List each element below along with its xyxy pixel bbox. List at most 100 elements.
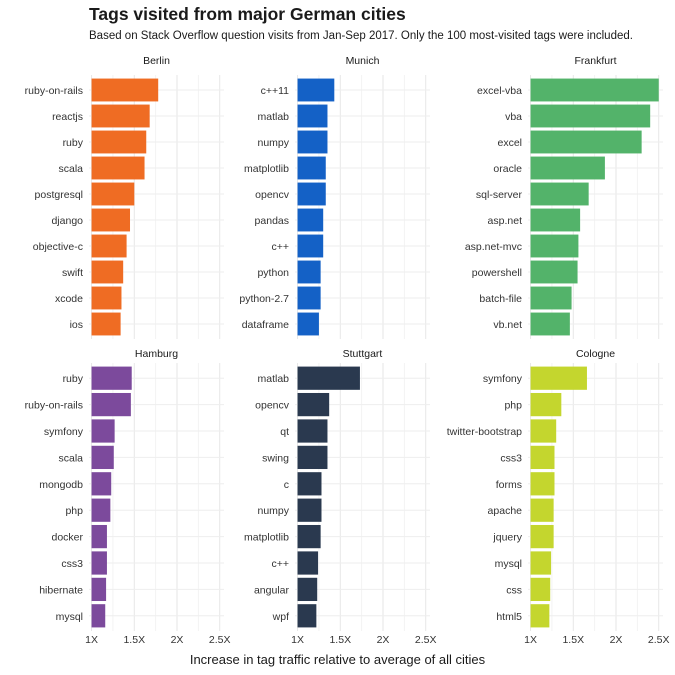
y-tick-label: asp.net-mvc	[465, 241, 522, 253]
y-tick-label: objective-c	[33, 241, 83, 253]
chart-title: Tags visited from major German cities	[89, 4, 406, 24]
y-tick-label: c++	[271, 558, 289, 570]
bar	[91, 104, 150, 128]
bar	[530, 392, 562, 417]
bar	[530, 78, 659, 102]
x-axis-label: Increase in tag traffic relative to aver…	[189, 652, 486, 667]
y-tick-label: php	[65, 505, 83, 517]
bar	[297, 208, 324, 232]
y-tick-label: swing	[262, 452, 289, 464]
x-tick-label: 1X	[291, 634, 304, 646]
y-tick-label: scala	[58, 163, 83, 175]
y-tick-label: css3	[61, 558, 83, 570]
facet-strip-label: Frankfurt	[574, 55, 616, 67]
x-tick-label: 1X	[524, 634, 537, 646]
bar	[297, 104, 328, 128]
bar	[91, 260, 124, 284]
bar	[91, 208, 131, 232]
y-tick-label: django	[51, 215, 83, 227]
x-tick-label: 2X	[171, 634, 184, 646]
bar	[530, 445, 555, 470]
y-tick-label: hibernate	[39, 584, 83, 596]
x-tick-label: 2X	[377, 634, 390, 646]
bar	[297, 419, 328, 443]
x-tick-label: 2.5X	[648, 634, 670, 646]
bar	[297, 472, 322, 496]
y-tick-label: qt	[280, 426, 289, 438]
bar	[530, 524, 554, 549]
x-tick-label: 1.5X	[329, 634, 351, 646]
y-tick-label: oracle	[493, 163, 522, 175]
bar	[91, 286, 122, 310]
y-tick-label: opencv	[255, 189, 290, 201]
x-tick-label: 1X	[85, 634, 98, 646]
bar	[91, 472, 112, 496]
y-tick-label: vb.net	[493, 319, 522, 331]
bar	[530, 604, 550, 628]
y-tick-label: swift	[62, 267, 83, 279]
y-tick-label: scala	[58, 452, 83, 464]
y-tick-label: numpy	[257, 505, 289, 517]
bar	[297, 524, 321, 549]
bar	[297, 156, 326, 180]
y-tick-label: python	[257, 267, 289, 279]
facet-strip-label: Cologne	[576, 348, 615, 360]
y-tick-label: c++	[271, 241, 289, 253]
y-tick-label: excel	[497, 137, 522, 149]
y-tick-label: sql-server	[476, 189, 523, 201]
bar	[297, 366, 360, 390]
y-tick-label: matplotlib	[244, 163, 289, 175]
y-tick-label: opencv	[255, 400, 290, 412]
bar	[91, 445, 114, 470]
bar	[530, 182, 589, 206]
bar	[91, 392, 131, 417]
x-tick-label: 2X	[610, 634, 623, 646]
bar	[297, 392, 330, 417]
y-tick-label: mysql	[56, 611, 83, 623]
y-tick-label: asp.net	[488, 215, 523, 227]
x-tick-label: 1.5X	[562, 634, 584, 646]
bar	[91, 524, 107, 549]
bar	[530, 551, 552, 575]
bar	[91, 604, 106, 628]
y-tick-label: docker	[51, 532, 83, 544]
bar	[91, 498, 111, 522]
bar	[297, 577, 318, 602]
x-tick-label: 2.5X	[209, 634, 231, 646]
bar	[297, 182, 326, 206]
bar	[91, 130, 147, 154]
y-tick-label: python-2.7	[239, 293, 289, 305]
bar	[91, 419, 115, 443]
y-tick-label: matlab	[257, 111, 289, 123]
bar	[91, 551, 107, 575]
y-tick-label: ruby-on-rails	[25, 85, 83, 97]
y-tick-label: ruby-on-rails	[25, 400, 83, 412]
y-tick-label: css	[506, 584, 522, 596]
bar	[530, 286, 572, 310]
bar	[297, 445, 328, 470]
bar	[530, 260, 578, 284]
y-tick-label: excel-vba	[477, 85, 522, 97]
y-tick-label: batch-file	[479, 293, 522, 305]
y-tick-label: vba	[505, 111, 522, 123]
bar	[91, 182, 135, 206]
bar	[530, 472, 555, 496]
y-tick-label: c++11	[261, 85, 290, 97]
y-tick-label: pandas	[255, 215, 289, 227]
bar	[530, 130, 642, 154]
chart-subtitle: Based on Stack Overflow question visits …	[89, 30, 633, 42]
bar	[297, 130, 328, 154]
bar	[297, 312, 319, 336]
y-tick-label: symfony	[483, 373, 523, 385]
y-tick-label: dataframe	[242, 319, 289, 331]
bar	[297, 604, 317, 628]
y-tick-label: ios	[70, 319, 83, 331]
bar	[530, 419, 557, 443]
y-tick-label: twitter-bootstrap	[447, 426, 522, 438]
bar	[91, 312, 121, 336]
bar	[297, 234, 324, 258]
y-tick-label: mongodb	[39, 479, 83, 491]
y-tick-label: forms	[496, 479, 522, 491]
bar	[530, 208, 581, 232]
